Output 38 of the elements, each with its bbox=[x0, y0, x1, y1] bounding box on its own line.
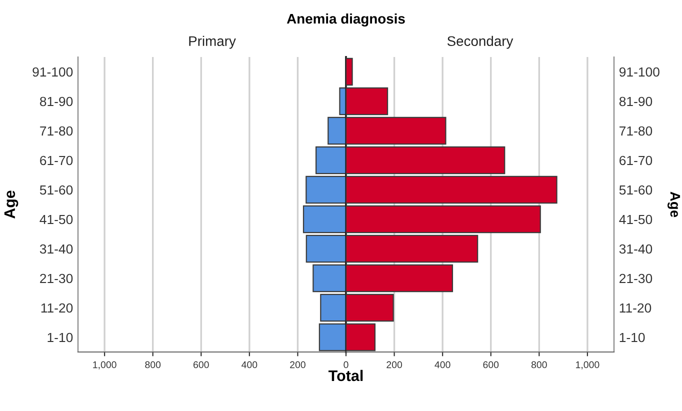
y-tick-label: 31-40 bbox=[619, 244, 652, 254]
y-tick-label: 71-80 bbox=[620, 126, 652, 136]
y-tick-label: 91-100 bbox=[619, 67, 660, 77]
chart-title: Anemia diagnosis bbox=[286, 13, 405, 27]
y-tick-label: 61-70 bbox=[40, 156, 73, 166]
x-axis-title: Total bbox=[328, 370, 363, 382]
y-tick-label: 41-50 bbox=[40, 214, 73, 224]
y-axis-title: Age bbox=[668, 192, 680, 218]
x-tick-label: 1,000 bbox=[93, 361, 116, 370]
y-tick-label: 81-90 bbox=[619, 96, 652, 106]
x-tick-label: 600 bbox=[483, 361, 499, 368]
x-tick-label: 800 bbox=[531, 361, 547, 368]
y-axis-title: Age bbox=[4, 190, 18, 219]
x-tick-label: 600 bbox=[194, 361, 209, 368]
y-tick-label: 11-20 bbox=[620, 303, 652, 313]
y-tick-label: 91-100 bbox=[32, 67, 73, 77]
x-tick-label: 800 bbox=[145, 361, 161, 368]
y-tick-label: 1-10 bbox=[620, 332, 645, 342]
y-tick-label: 71-80 bbox=[40, 126, 73, 136]
y-tick-label: 1-10 bbox=[48, 332, 73, 342]
y-tick-label: 41-50 bbox=[619, 214, 652, 224]
x-tick-label: 400 bbox=[242, 361, 258, 368]
bar bbox=[346, 58, 353, 86]
y-tick-label: 51-60 bbox=[40, 185, 73, 195]
y-tick-label: 61-70 bbox=[620, 156, 652, 166]
x-tick-label: 1,000 bbox=[576, 361, 600, 370]
y-tick-label: 51-60 bbox=[619, 185, 652, 195]
x-tick-label: 400 bbox=[434, 361, 450, 368]
y-tick-label: 21-30 bbox=[40, 274, 73, 284]
y-tick-label: 81-90 bbox=[40, 96, 73, 106]
x-tick-label: 200 bbox=[290, 361, 306, 368]
x-tick-label: 0 bbox=[344, 361, 348, 368]
y-tick-label: 31-40 bbox=[40, 244, 73, 254]
y-tick-label: 21-30 bbox=[620, 274, 652, 284]
chart-subtitle: Secondary bbox=[447, 36, 514, 49]
chart-subtitle: Primary bbox=[189, 36, 236, 49]
x-tick-label: 200 bbox=[386, 361, 402, 368]
y-tick-label: 11-20 bbox=[41, 303, 73, 313]
